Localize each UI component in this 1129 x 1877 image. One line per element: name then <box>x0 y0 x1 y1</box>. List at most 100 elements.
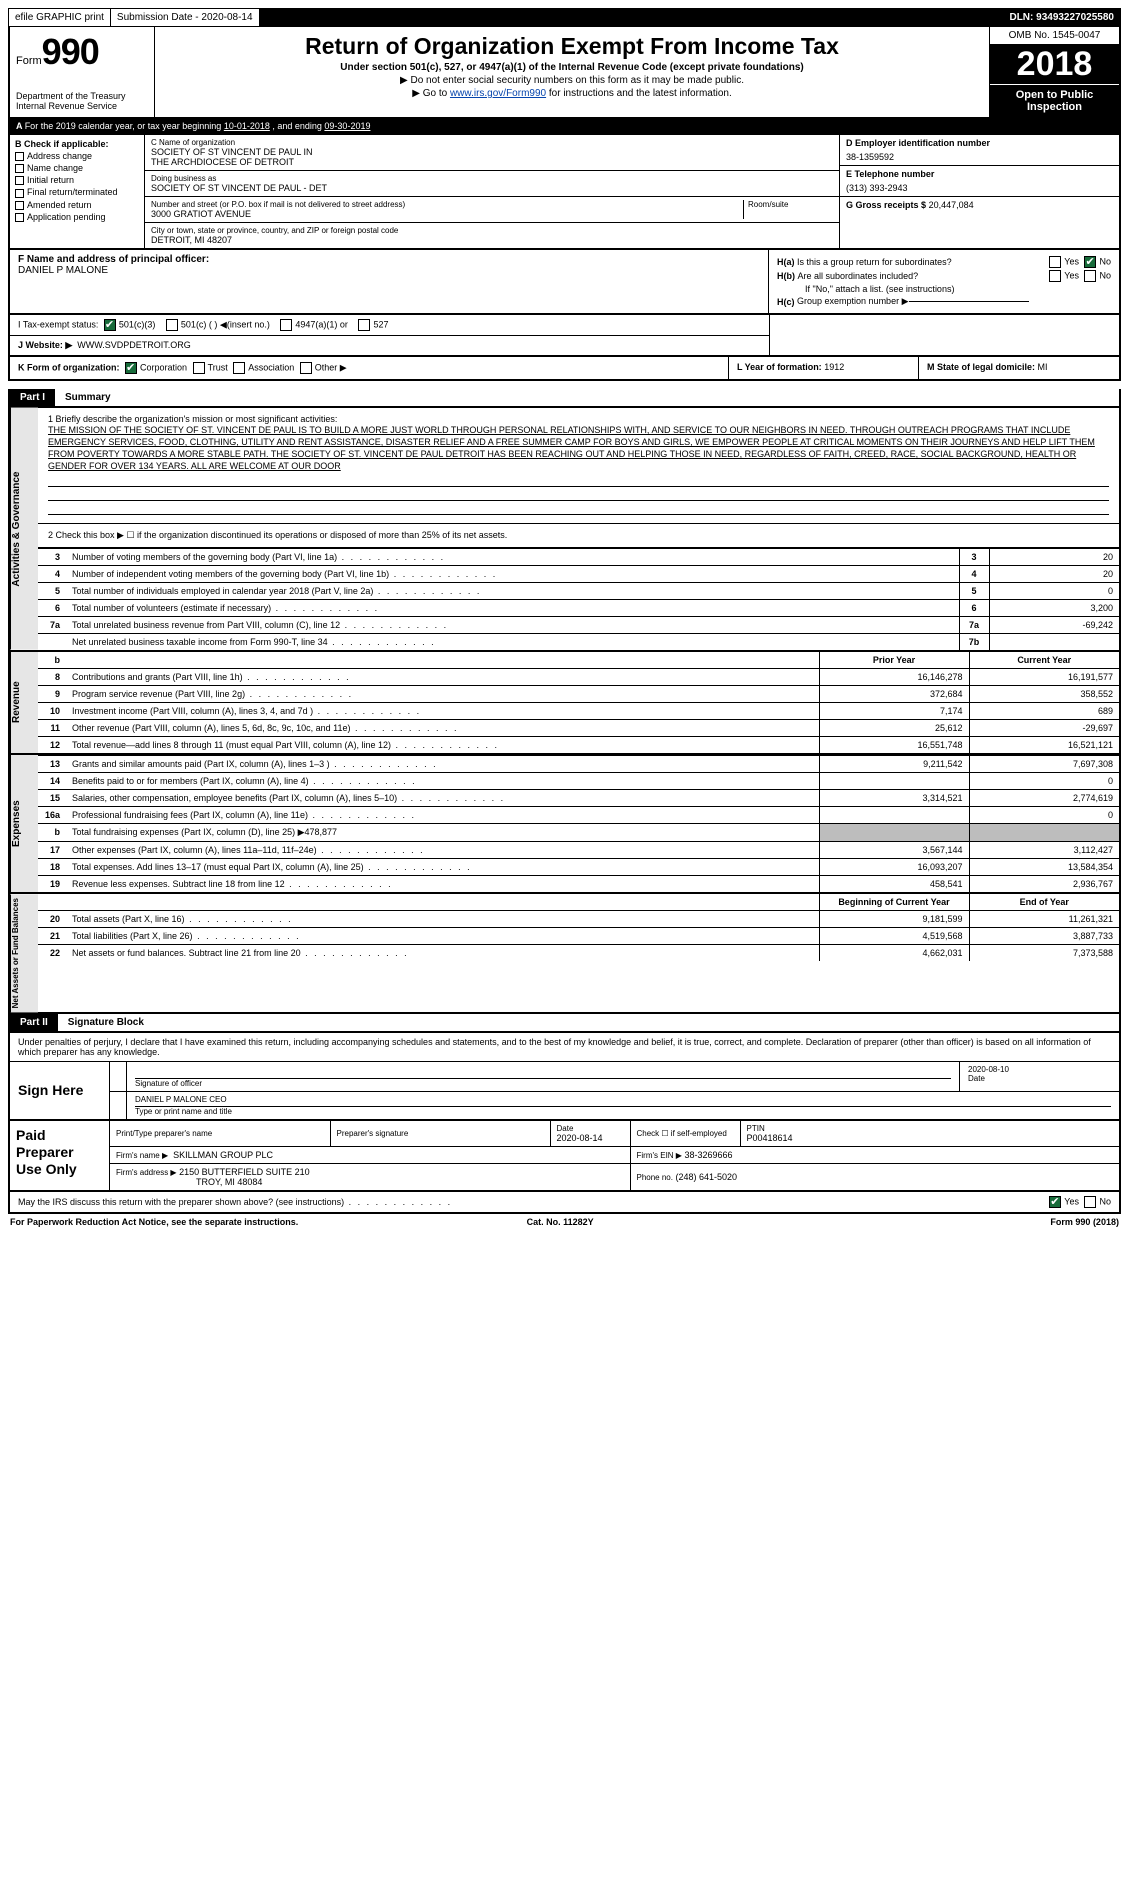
current-year-header: Current Year <box>969 652 1119 669</box>
irs-link[interactable]: www.irs.gov/Form990 <box>450 88 546 99</box>
group-exemption-number <box>909 301 1029 302</box>
telephone: (313) 393-2943 <box>846 183 1113 193</box>
ptin-cell: PTINP00418614 <box>740 1121 1119 1147</box>
chk-501c[interactable] <box>166 319 178 331</box>
governance-table: 3Number of voting members of the governi… <box>38 548 1119 650</box>
firm-addr2: TROY, MI 48084 <box>116 1177 262 1187</box>
table-row: 5Total number of individuals employed in… <box>38 582 1119 599</box>
paid-preparer-label: Paid Preparer Use Only <box>10 1121 110 1190</box>
box-m: M State of legal domicile: MI <box>919 357 1119 379</box>
box-j: J Website: ▶ WWW.SVDPDETROIT.ORG <box>10 336 769 355</box>
chk-trust[interactable] <box>193 362 205 374</box>
form-title: Return of Organization Exempt From Incom… <box>165 33 979 60</box>
chk-corporation[interactable] <box>125 362 137 374</box>
mission-text: THE MISSION OF THE SOCIETY OF ST. VINCEN… <box>48 424 1109 473</box>
officer-signature-line[interactable] <box>135 1065 951 1079</box>
discuss-row: May the IRS discuss this return with the… <box>8 1192 1121 1214</box>
table-row: 9Program service revenue (Part VIII, lin… <box>38 685 1119 702</box>
goto-note: Go to www.irs.gov/Form990 for instructio… <box>165 88 979 99</box>
firm-phone: (248) 641-5020 <box>676 1172 738 1182</box>
period-row: A For the 2019 calendar year, or tax yea… <box>8 119 1121 135</box>
net-assets-table: Beginning of Current Year End of Year 20… <box>38 894 1119 961</box>
discuss-yes[interactable] <box>1049 1196 1061 1208</box>
chk-initial-return[interactable] <box>15 176 24 185</box>
box-f: F Name and address of principal officer:… <box>10 250 769 313</box>
hb-no[interactable] <box>1084 270 1096 282</box>
table-row: 8Contributions and grants (Part VIII, li… <box>38 668 1119 685</box>
table-row: 19Revenue less expenses. Subtract line 1… <box>38 875 1119 892</box>
expenses-section: Expenses 13Grants and similar amounts pa… <box>8 755 1121 894</box>
expenses-table: 13Grants and similar amounts paid (Part … <box>38 755 1119 892</box>
table-row: Net unrelated business taxable income fr… <box>38 633 1119 650</box>
table-row: 14Benefits paid to or for members (Part … <box>38 772 1119 789</box>
line-2: 2 Check this box ▶ ☐ if the organization… <box>38 524 1119 548</box>
chk-501c3[interactable] <box>104 319 116 331</box>
submission-date: Submission Date - 2020-08-14 <box>111 9 260 26</box>
form-number: 990 <box>42 31 99 72</box>
revenue-table: b Prior Year Current Year 8Contributions… <box>38 652 1119 753</box>
table-row: 22Net assets or fund balances. Subtract … <box>38 944 1119 961</box>
chk-4947[interactable] <box>280 319 292 331</box>
table-row: 7aTotal unrelated business revenue from … <box>38 616 1119 633</box>
cat-number: Cat. No. 11282Y <box>527 1217 594 1227</box>
table-row: 12Total revenue—add lines 8 through 11 (… <box>38 736 1119 753</box>
table-row: 10Investment income (Part VIII, column (… <box>38 702 1119 719</box>
org-name-2: THE ARCHDIOCESE OF DETROIT <box>151 157 833 167</box>
paperwork-notice: For Paperwork Reduction Act Notice, see … <box>10 1217 298 1227</box>
form-subtitle: Under section 501(c), 527, or 4947(a)(1)… <box>165 62 979 73</box>
ha-no[interactable] <box>1084 256 1096 268</box>
paid-preparer-block: Paid Preparer Use Only Print/Type prepar… <box>8 1121 1121 1192</box>
chk-final-return[interactable] <box>15 189 24 198</box>
dln-number: DLN: 93493227025580 <box>1003 9 1120 26</box>
table-row: 17Other expenses (Part IX, column (A), l… <box>38 841 1119 858</box>
end-year-header: End of Year <box>969 894 1119 911</box>
website: WWW.SVDPDETROIT.ORG <box>77 340 191 350</box>
firm-addr1: 2150 BUTTERFIELD SUITE 210 <box>179 1167 310 1177</box>
open-inspection: Open to Public Inspection <box>990 84 1119 117</box>
officer-name: DANIEL P MALONE CEO <box>135 1095 1111 1107</box>
preparer-sig-cell: Preparer's signature <box>330 1121 550 1147</box>
period-begin: 10-01-2018 <box>224 121 270 131</box>
chk-527[interactable] <box>358 319 370 331</box>
ssn-note: Do not enter social security numbers on … <box>165 75 979 86</box>
chk-address-change[interactable] <box>15 152 24 161</box>
prior-year-header: Prior Year <box>819 652 969 669</box>
self-employed-cell: Check ☐ if self-employed <box>630 1121 740 1147</box>
side-net: Net Assets or Fund Balances <box>10 894 38 1012</box>
chk-other[interactable] <box>300 362 312 374</box>
city-state-zip: DETROIT, MI 48207 <box>151 235 833 245</box>
page-footer: For Paperwork Reduction Act Notice, see … <box>8 1214 1121 1230</box>
chk-application-pending[interactable] <box>15 213 24 222</box>
tax-year: 2018 <box>990 45 1119 84</box>
signature-block: Under penalties of perjury, I declare th… <box>8 1033 1121 1121</box>
chk-name-change[interactable] <box>15 164 24 173</box>
box-l: L Year of formation: 1912 <box>729 357 919 379</box>
hb-yes[interactable] <box>1049 270 1061 282</box>
chk-association[interactable] <box>233 362 245 374</box>
box-b: B Check if applicable: Address change Na… <box>10 135 145 248</box>
omb-number: OMB No. 1545-0047 <box>990 27 1119 45</box>
principal-officer: DANIEL P MALONE <box>18 265 760 276</box>
irs-label: Internal Revenue Service <box>16 101 148 111</box>
identity-block: B Check if applicable: Address change Na… <box>8 135 1121 250</box>
part2-header: Part II Signature Block <box>8 1014 1121 1033</box>
discuss-no[interactable] <box>1084 1196 1096 1208</box>
table-row: bTotal fundraising expenses (Part IX, co… <box>38 823 1119 841</box>
chk-amended-return[interactable] <box>15 201 24 210</box>
sign-here-label: Sign Here <box>10 1062 110 1119</box>
perjury-statement: Under penalties of perjury, I declare th… <box>10 1033 1119 1062</box>
year-block: OMB No. 1545-0047 2018 Open to Public In… <box>989 27 1119 117</box>
preparer-name-cell: Print/Type preparer's name <box>110 1121 330 1147</box>
part1-header: Part I Summary <box>8 389 1121 408</box>
side-expenses: Expenses <box>10 755 38 892</box>
table-row: 11Other revenue (Part VIII, column (A), … <box>38 719 1119 736</box>
treasury-dept: Department of the Treasury <box>16 91 148 101</box>
ha-yes[interactable] <box>1049 256 1061 268</box>
side-revenue: Revenue <box>10 652 38 753</box>
gross-receipts: 20,447,084 <box>929 200 974 210</box>
revenue-section: Revenue b Prior Year Current Year 8Contr… <box>8 652 1121 755</box>
table-row: 13Grants and similar amounts paid (Part … <box>38 755 1119 772</box>
table-row: 6Total number of volunteers (estimate if… <box>38 599 1119 616</box>
top-bar: efile GRAPHIC print Submission Date - 20… <box>8 8 1121 27</box>
box-k: K Form of organization: Corporation Trus… <box>10 357 729 379</box>
